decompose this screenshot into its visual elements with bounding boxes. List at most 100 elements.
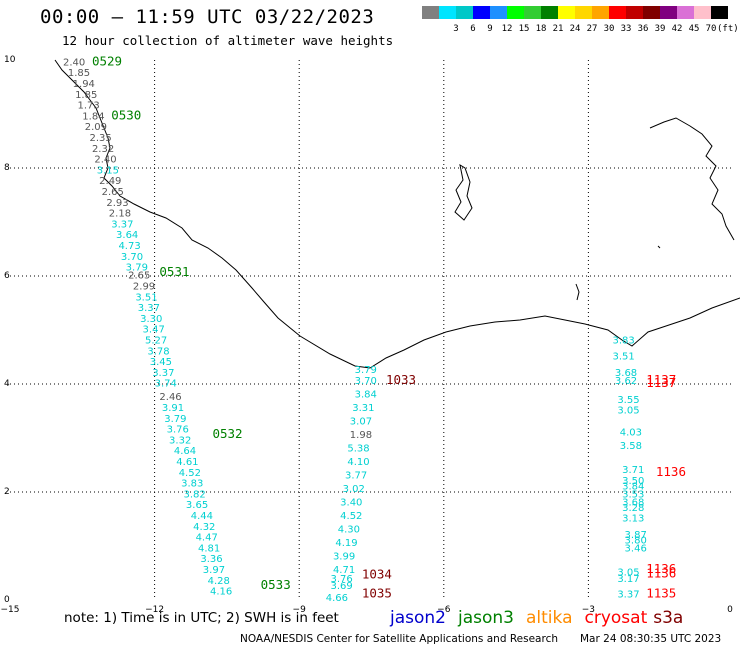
swh-value: 3.70 [355, 376, 377, 387]
colorbar-swatch [456, 6, 473, 19]
chart-title: 00:00 – 11:59 UTC 03/22/2023 [40, 6, 375, 28]
colorbar-swatch [677, 6, 694, 19]
swh-value: 4.30 [338, 525, 360, 536]
x-tick-label: −3 [582, 605, 595, 615]
colorbar-label: 18 [535, 24, 547, 34]
axis-ticks: −15 −12 −9 −6 −3 0 0 2 4 6 8 10 [1, 55, 734, 615]
pass-label: 0533 [261, 577, 291, 592]
swh-value: 5.38 [347, 444, 369, 455]
swh-value: 4.73 [118, 241, 140, 252]
colorbar-swatch [643, 6, 660, 19]
colorbar-label: 3 [453, 24, 459, 34]
colorbar-swatch [507, 6, 524, 19]
swh-value: 3.82 [184, 489, 206, 500]
swh-value: 2.35 [90, 133, 112, 144]
swh-value: 3.55 [617, 395, 639, 406]
swh-value: 3.40 [340, 498, 362, 509]
pass-label: 1035 [362, 585, 392, 600]
coastline-west-africa [54, 59, 740, 369]
swh-value: 3.76 [167, 425, 189, 436]
colorbar-swatch [558, 6, 575, 19]
colorbar-swatch [575, 6, 592, 19]
legend-jason2: jason2 [390, 608, 446, 628]
map-grid [10, 60, 733, 600]
swh-value: 3.77 [345, 471, 367, 482]
swh-value: 2.32 [92, 144, 114, 155]
legend-altika: altika [526, 608, 573, 628]
colorbar-swatch [592, 6, 609, 19]
swh-value: 3.83 [181, 479, 203, 490]
swh-value: 3.30 [140, 314, 162, 325]
swh-value: 3.65 [186, 500, 208, 511]
y-tick-label: 8 [4, 163, 10, 173]
colorbar-swatch [694, 6, 711, 19]
swh-value: 4.66 [326, 593, 348, 604]
pass-label: 1136 [646, 565, 676, 580]
swh-value: 3.91 [162, 403, 184, 414]
swh-value: 3.70 [121, 252, 143, 263]
colorbar-label: 27 [586, 24, 598, 34]
swh-value: 3.36 [200, 554, 222, 565]
colorbar-label: 33 [620, 24, 632, 34]
swh-value: 3.37 [111, 219, 133, 230]
swh-value: 4.19 [335, 538, 357, 549]
swh-value: 3.79 [355, 365, 377, 376]
swh-value: 1.85 [68, 68, 90, 79]
swh-value: 2.46 [159, 392, 181, 403]
swh-value: 5.27 [145, 336, 167, 347]
swh-value: 3.62 [615, 376, 637, 387]
pass-label: 1135 [646, 585, 676, 600]
colorbar-swatch [541, 6, 558, 19]
swh-value: 3.13 [622, 514, 644, 525]
colorbar-swatch [473, 6, 490, 19]
lake-kainji-outline [649, 117, 735, 241]
colorbar-label: 36 [637, 24, 649, 34]
swh-value: 2.93 [106, 198, 128, 209]
colorbar-label: 9 [487, 24, 493, 34]
swh-value: 4.44 [191, 511, 213, 522]
swh-value: 2.40 [63, 57, 85, 68]
swh-value: 3.58 [620, 441, 642, 452]
colorbar-swatch [439, 6, 456, 19]
swh-value: 3.51 [613, 352, 635, 363]
pass-label: 0531 [159, 264, 189, 279]
swh-value: 3.78 [147, 346, 169, 357]
swh-value: 2.65 [102, 187, 124, 198]
colorbar-swatch [422, 6, 439, 19]
swh-value: 3.99 [333, 552, 355, 563]
swh-value: 3.05 [617, 406, 639, 417]
swh-value: 4.52 [340, 511, 362, 522]
coastline [54, 59, 740, 369]
y-tick-label: 6 [4, 271, 10, 281]
x-tick-label: −12 [145, 605, 164, 615]
legend-s3a: s3a [653, 608, 684, 628]
swh-value: 4.16 [210, 587, 232, 598]
swh-value: 4.71 [333, 565, 355, 576]
swh-value: 3.31 [352, 403, 374, 414]
swh-value: 3.71 [622, 465, 644, 476]
swh-value: 3.32 [169, 435, 191, 446]
swh-value: 3.05 [617, 568, 639, 579]
swh-value: 3.07 [350, 417, 372, 428]
swh-value: 3.64 [116, 230, 138, 241]
colorbar-label: 42 [671, 24, 683, 34]
swh-value: 3.68 [622, 498, 644, 509]
swh-value: 1.98 [350, 430, 372, 441]
colorbar-label: 15 [518, 24, 530, 34]
lake-volta-outline [454, 163, 473, 221]
swh-value: 4.03 [620, 427, 642, 438]
y-tick-label: 4 [4, 379, 10, 389]
swh-value: 4.10 [347, 457, 369, 468]
x-tick-label: 0 [727, 605, 733, 615]
y-tick-label: 0 [4, 595, 10, 605]
swh-value: 2.65 [128, 271, 150, 282]
colorbar-swatch [524, 6, 541, 19]
swh-value: 3.37 [138, 303, 160, 314]
swh-value: 3.28 [622, 503, 644, 514]
colorbar-label: 70 [705, 24, 717, 34]
swh-value: 4.28 [208, 576, 230, 587]
swh-value: 4.64 [174, 446, 196, 457]
colorbar-swatch [711, 6, 728, 19]
x-tick-label: −6 [437, 605, 451, 615]
y-tick-label: 2 [4, 487, 10, 497]
